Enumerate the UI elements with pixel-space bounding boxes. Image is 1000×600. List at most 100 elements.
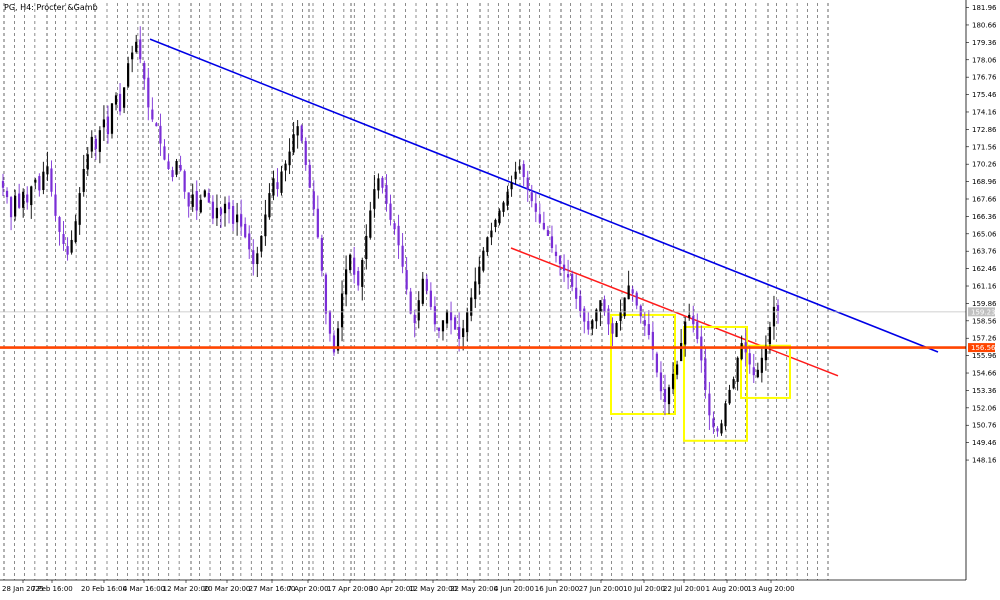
candle-bull	[740, 343, 743, 360]
candle-bear	[147, 77, 150, 108]
candle-bear	[393, 223, 396, 230]
candle-bull	[13, 195, 17, 217]
candle-bear	[526, 177, 529, 190]
candle-bear	[66, 246, 69, 255]
y-tick-label: 158.56	[972, 317, 997, 325]
candle-bull	[441, 320, 445, 332]
candle-bear	[50, 168, 53, 192]
candle-bull	[369, 210, 372, 238]
y-tick-label: 171.56	[972, 143, 997, 151]
candle-bull	[74, 221, 77, 243]
candle-bear	[18, 193, 21, 208]
candle-bear	[583, 308, 586, 322]
candle-bear	[26, 194, 29, 203]
candle-bull	[272, 178, 275, 196]
candle-bull	[377, 178, 380, 191]
candle-bear	[187, 192, 190, 207]
candle-bear	[748, 353, 751, 365]
x-tick-label: 10 Jul 20:00	[623, 585, 665, 593]
blue-trendline	[149, 38, 939, 353]
y-tick-label: 179.36	[972, 39, 997, 47]
candle-bull	[490, 230, 493, 238]
candle-bear	[603, 299, 606, 313]
x-tick-label: 27 Mar 16:00	[249, 585, 296, 593]
candle-bear	[219, 208, 223, 215]
candle-bear	[211, 201, 215, 219]
y-tick-label: 178.06	[972, 56, 997, 64]
candle-bull	[110, 103, 114, 134]
candle-bull	[466, 312, 469, 333]
candle-bear	[643, 320, 646, 326]
x-tick-label: 4 Mar 16:00	[123, 585, 165, 593]
y-tick-label: 170.26	[972, 161, 997, 169]
candle-bull	[42, 171, 45, 191]
candle-bear	[571, 273, 574, 287]
candle-bear	[413, 314, 416, 323]
candle-bear	[651, 331, 654, 350]
candle-bull	[680, 343, 683, 362]
y-tick-label: 163.76	[972, 248, 997, 256]
candle-bull	[127, 63, 130, 87]
candle-bull	[627, 285, 630, 300]
candle-bull	[268, 193, 271, 218]
candle-bear	[244, 223, 247, 238]
candle-bull	[724, 403, 727, 427]
candle-bull	[768, 326, 772, 345]
y-tick-label: 152.06	[972, 404, 997, 412]
candle-bear	[179, 164, 182, 171]
candle-bull	[474, 281, 477, 300]
y-tick-label: 161.16	[972, 283, 997, 291]
candle-bear	[659, 372, 663, 392]
candle-bull	[478, 266, 481, 285]
candle-bear	[566, 274, 570, 278]
y-tick-label: 153.36	[972, 387, 997, 395]
candle-bear	[558, 255, 562, 265]
candle-bear	[429, 290, 432, 307]
candle-bull	[736, 357, 739, 382]
candle-bear	[437, 327, 441, 331]
candle-bear	[5, 190, 9, 198]
candle-bear	[1, 181, 5, 188]
candles	[1, 26, 780, 437]
candle-bull	[296, 126, 299, 136]
candle-bull	[191, 194, 194, 207]
candle-bull	[175, 160, 178, 175]
candle-bear	[692, 316, 695, 325]
y-tick-label: 166.36	[972, 213, 997, 221]
candle-bear	[9, 197, 13, 218]
candle-bull	[510, 182, 513, 190]
candle-bull	[615, 322, 618, 337]
highlight-box	[683, 325, 748, 442]
candle-bear	[409, 291, 412, 314]
candle-bull	[30, 186, 33, 206]
candle-bull	[667, 387, 671, 405]
candle-bear	[159, 125, 162, 144]
y-tick-label: 175.46	[972, 91, 997, 99]
candle-bear	[433, 306, 437, 325]
candle-bull	[494, 219, 497, 228]
candle-bear	[143, 63, 146, 80]
candle-bear	[635, 292, 638, 306]
candle-bear	[663, 389, 667, 402]
candle-bull	[70, 239, 73, 253]
candle-bull	[122, 87, 126, 108]
candle-bull	[223, 203, 227, 214]
x-tick-label: 1 Aug 20:00	[706, 585, 749, 593]
candle-bear	[353, 257, 356, 275]
x-tick-label: 28 Jan 2025	[2, 585, 44, 593]
candle-bear	[562, 264, 566, 271]
x-tick-label: 7 Apr 20:00	[287, 585, 328, 593]
candle-bull	[361, 260, 364, 287]
candle-bear	[320, 238, 323, 271]
candle-bull	[264, 214, 267, 237]
candle-bear	[183, 171, 186, 192]
candle-bull	[462, 328, 465, 338]
candle-bear	[332, 335, 336, 353]
candle-bull	[502, 202, 505, 212]
candle-bear	[106, 116, 110, 135]
x-tick-label: 22 Jul 20:00	[663, 585, 705, 593]
y-tick-label: 159.86	[972, 300, 997, 308]
